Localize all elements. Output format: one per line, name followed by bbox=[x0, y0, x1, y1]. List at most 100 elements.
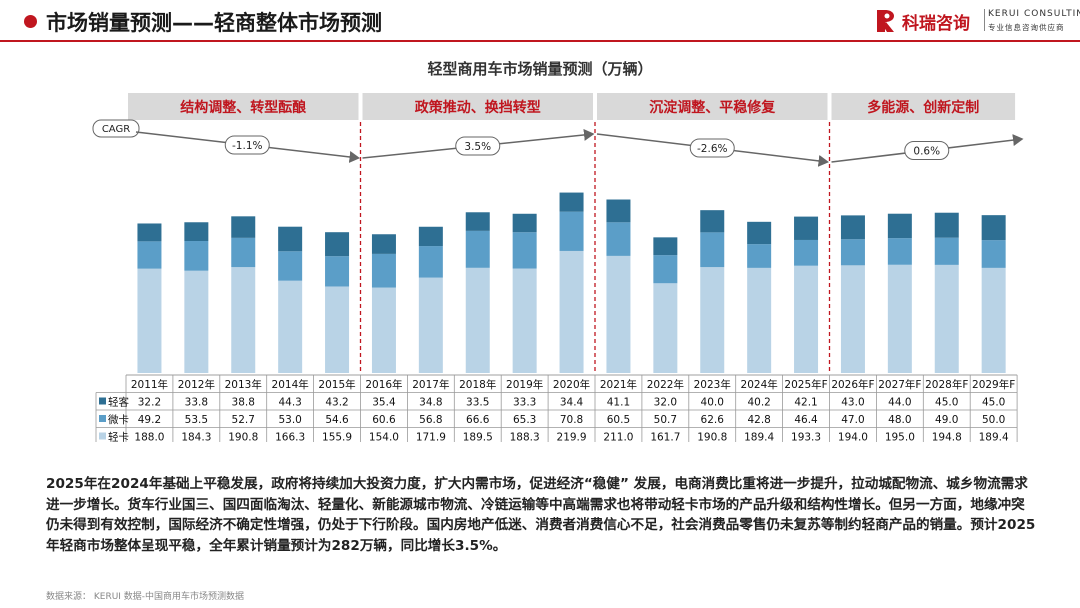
table-cell-轻客-2019年: 33.3 bbox=[513, 397, 536, 409]
bar-轻客-2012年 bbox=[184, 222, 209, 242]
bar-轻客-2026年F bbox=[840, 215, 865, 240]
bar-轻卡-2022年 bbox=[653, 283, 678, 373]
cagr-value-box-2 bbox=[455, 136, 501, 156]
tick-label-2021年: 2021年 bbox=[600, 378, 637, 391]
legend-label-微卡: 微卡 bbox=[108, 413, 129, 426]
bar-微卡-2020年 bbox=[559, 211, 584, 251]
bar-轻卡-2018年 bbox=[465, 267, 490, 373]
tick-label-2023年: 2023年 bbox=[694, 378, 731, 391]
bar-轻卡-2026年F bbox=[840, 265, 865, 373]
table-cell-微卡-2020年: 70.8 bbox=[560, 414, 583, 426]
cagr-value-box-1 bbox=[224, 135, 270, 155]
bar-微卡-2011年 bbox=[137, 241, 162, 269]
tick-label-2015年: 2015年 bbox=[318, 378, 355, 391]
cagr-value-4: 0.6% bbox=[913, 146, 940, 158]
table-cell-轻客-2021年: 41.1 bbox=[607, 397, 630, 409]
bar-轻卡-2028年F bbox=[934, 264, 959, 373]
bar-微卡-2023年 bbox=[700, 232, 725, 268]
table-cell-微卡-2015年: 54.6 bbox=[325, 414, 349, 426]
bar-轻客-2029年F bbox=[981, 215, 1006, 241]
legend-swatch-轻卡 bbox=[99, 432, 106, 440]
bar-轻卡-2025年F bbox=[794, 265, 819, 373]
bar-轻客-2017年 bbox=[418, 226, 443, 247]
table-cell-轻卡-2017年: 171.9 bbox=[416, 432, 446, 443]
bar-轻客-2021年 bbox=[606, 199, 631, 223]
tick-label-2022年: 2022年 bbox=[647, 378, 684, 391]
table-cell-轻卡-2023年: 190.8 bbox=[697, 432, 727, 443]
table-cell-轻客-2027年F: 44.0 bbox=[888, 397, 911, 409]
bar-轻卡-2019年 bbox=[512, 268, 537, 373]
cagr-value-box-3 bbox=[689, 138, 735, 158]
table-cell-轻客-2022年: 32.0 bbox=[654, 397, 677, 409]
bar-微卡-2025年F bbox=[794, 239, 819, 266]
phase-label-3: 沉淀调整、平稳修复 bbox=[649, 99, 776, 116]
bar-轻卡-2027年F bbox=[887, 264, 912, 373]
table-cell-轻客-2024年: 40.2 bbox=[747, 397, 770, 409]
table-cell-轻客-2012年: 33.8 bbox=[185, 397, 208, 409]
bar-轻客-2014年 bbox=[278, 226, 303, 252]
tick-label-2019年: 2019年 bbox=[506, 378, 543, 391]
bar-轻客-2015年 bbox=[325, 232, 350, 257]
table-cell-轻卡-2011年: 188.0 bbox=[134, 432, 164, 443]
table-cell-轻卡-2024年: 189.4 bbox=[744, 432, 774, 443]
table-cell-轻客-2025年F: 42.1 bbox=[794, 397, 817, 409]
table-cell-轻客-2028年F: 45.0 bbox=[935, 397, 958, 409]
bar-轻卡-2024年 bbox=[747, 267, 772, 373]
bar-微卡-2021年 bbox=[606, 222, 631, 256]
bar-微卡-2016年 bbox=[371, 253, 396, 288]
legend-swatch-微卡 bbox=[99, 415, 106, 422]
tick-label-2018年: 2018年 bbox=[459, 378, 496, 391]
table-cell-轻客-2023年: 40.0 bbox=[701, 397, 724, 409]
bar-微卡-2019年 bbox=[512, 232, 537, 269]
tick-label-2024年: 2024年 bbox=[741, 378, 778, 391]
table-cell-轻卡-2021年: 211.0 bbox=[603, 432, 633, 443]
page-title: 市场销量预测——轻商整体市场预测 bbox=[46, 11, 382, 35]
title-bullet-icon bbox=[24, 15, 37, 28]
phase-label-1: 结构调整、转型酝酿 bbox=[180, 99, 307, 116]
brand-tagline: 专业信息咨询供应商 bbox=[988, 23, 1065, 32]
phase-box-3 bbox=[597, 93, 828, 120]
bar-微卡-2014年 bbox=[278, 251, 303, 281]
phase-label-2: 政策推动、换挡转型 bbox=[415, 99, 541, 116]
bar-轻客-2011年 bbox=[137, 223, 162, 242]
tick-label-2013年: 2013年 bbox=[225, 378, 262, 391]
bar-轻卡-2013年 bbox=[231, 267, 256, 373]
chart-title: 轻型商用车市场销量预测（万辆） bbox=[427, 60, 652, 78]
sales-forecast-chart: 轻型商用车市场销量预测（万辆） 结构调整、转型酝酿 政策推动、换挡转型 沉淀调整、平稳… bbox=[92, 60, 1024, 443]
tick-label-2014年: 2014年 bbox=[272, 378, 309, 391]
bar-轻客-2019年 bbox=[512, 213, 537, 233]
bar-轻卡-2012年 bbox=[184, 270, 209, 373]
header: 市场销量预测——轻商整体市场预测 科瑞咨询 KERUI CONSULTING 专… bbox=[0, 0, 1080, 44]
phase-box-4 bbox=[831, 93, 1016, 120]
bar-轻客-2013年 bbox=[231, 216, 256, 238]
table-cell-微卡-2014年: 53.0 bbox=[278, 414, 301, 426]
table-cell-微卡-2025年F: 46.4 bbox=[794, 414, 818, 426]
table-cell-轻卡-2025年F: 193.3 bbox=[791, 432, 821, 443]
table-cell-轻卡-2018年: 189.5 bbox=[463, 432, 493, 443]
cagr-label-box bbox=[92, 119, 140, 138]
brand-name-en: KERUI CONSULTING bbox=[988, 9, 1080, 19]
table-cell-轻卡-2022年: 161.7 bbox=[650, 432, 680, 443]
bar-轻卡-2020年 bbox=[559, 250, 584, 373]
cagr-value-box-4 bbox=[904, 141, 950, 160]
table-cell-轻卡-2012年: 184.3 bbox=[181, 432, 211, 443]
tick-label-2012年: 2012年 bbox=[178, 378, 215, 391]
table-cell-微卡-2016年: 60.6 bbox=[372, 414, 396, 426]
phase-box-1 bbox=[128, 93, 359, 120]
table-cell-轻客-2013年: 38.8 bbox=[232, 397, 255, 409]
tick-label-2016年: 2016年 bbox=[365, 378, 402, 391]
table-cell-微卡-2013年: 52.7 bbox=[232, 414, 255, 426]
bar-微卡-2026年F bbox=[840, 239, 865, 266]
bar-微卡-2012年 bbox=[184, 241, 209, 271]
bar-轻客-2018年 bbox=[465, 212, 490, 231]
tick-label-2025年F: 2025年F bbox=[784, 378, 827, 391]
brand-divider bbox=[984, 9, 985, 31]
cagr-value-3: -2.6% bbox=[697, 143, 727, 155]
table-cell-轻卡-2019年: 188.3 bbox=[510, 432, 540, 443]
bar-微卡-2017年 bbox=[418, 246, 443, 278]
table-cell-微卡-2019年: 65.3 bbox=[513, 414, 536, 426]
brand-logo: 科瑞咨询 KERUI CONSULTING 专业信息咨询供应商 bbox=[874, 6, 1080, 36]
tick-label-2026年F: 2026年F bbox=[831, 378, 874, 391]
bar-微卡-2018年 bbox=[465, 230, 490, 268]
table-cell-轻卡-2014年: 166.3 bbox=[275, 432, 305, 443]
